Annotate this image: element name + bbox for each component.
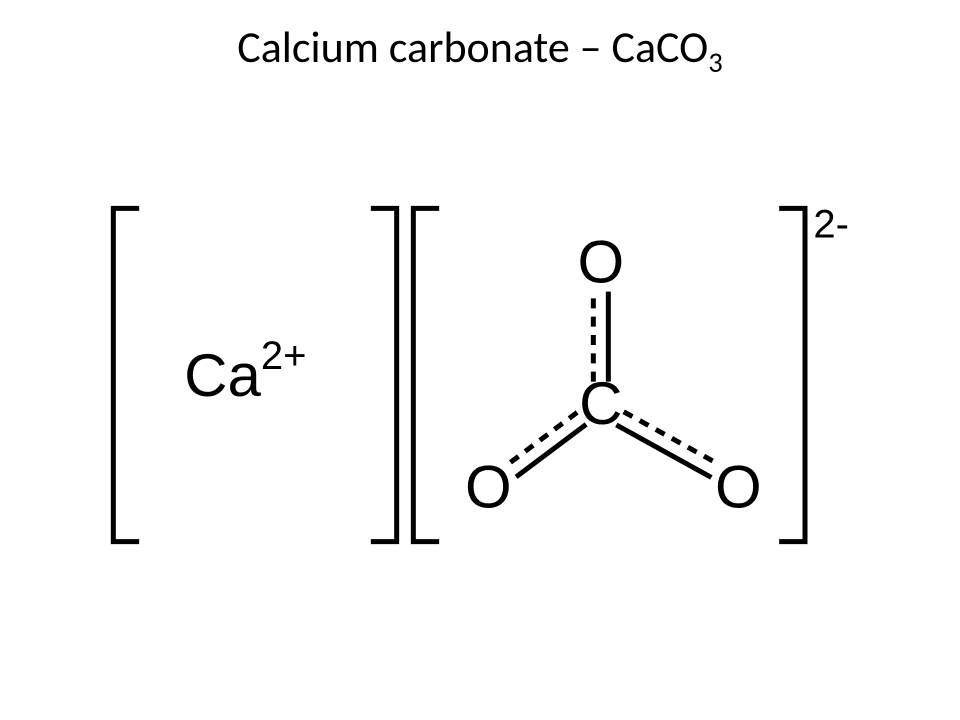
title-subscript: 3 (708, 45, 723, 80)
atom-O1: O (577, 229, 624, 296)
anion-charge: 2- (813, 203, 849, 247)
cation-symbol: Ca2+ (184, 334, 306, 409)
page-title: Calcium carbonate – CaCO3 (0, 20, 960, 80)
atom-O2: O (465, 454, 512, 521)
atom-C: C (579, 370, 622, 437)
structure-diagram: Ca2+2-COOO (0, 100, 960, 600)
title-text: Calcium carbonate – CaCO (237, 20, 708, 74)
atom-O3: O (715, 454, 762, 521)
